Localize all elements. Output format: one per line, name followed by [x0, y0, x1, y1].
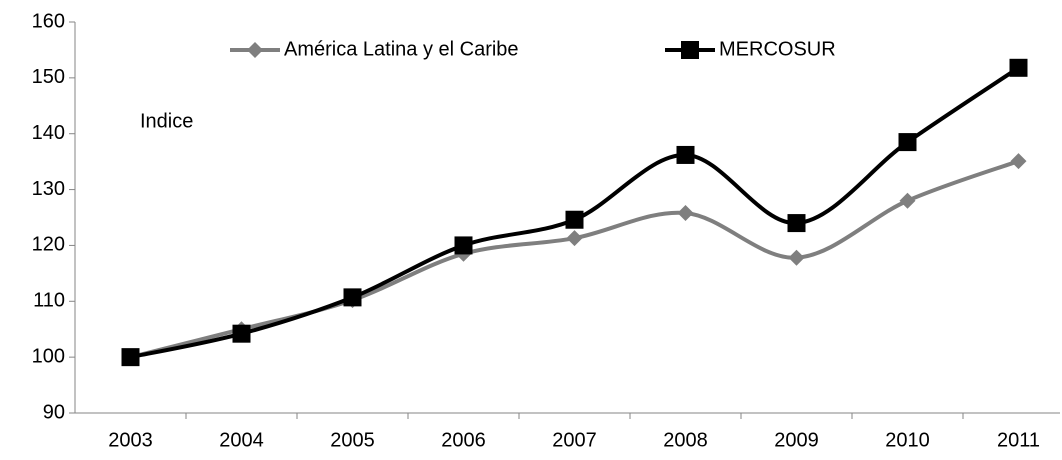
x-tick-label: 2005: [330, 429, 375, 451]
x-tick-label: 2011: [997, 429, 1040, 451]
x-tick-label: 2008: [663, 429, 708, 451]
data-point: [343, 288, 362, 307]
y-tick-label: 110: [33, 290, 65, 312]
data-point: [454, 236, 473, 255]
data-point: [788, 249, 805, 266]
y-tick-label: 90: [43, 401, 65, 423]
series-line: [130, 66, 1020, 360]
y-tick-label: 160: [32, 10, 65, 32]
legend-marker: [247, 42, 263, 58]
data-point: [232, 324, 251, 343]
data-point: [677, 205, 694, 222]
data-point: [121, 348, 140, 367]
annotation: Indice: [140, 110, 193, 132]
data-point: [899, 192, 916, 209]
data-point: [1009, 58, 1028, 77]
data-point: [1010, 153, 1027, 170]
data-point: [898, 133, 917, 152]
x-tick-label: 2004: [219, 429, 264, 451]
x-tick-label: 2006: [441, 429, 486, 451]
x-tick-label: 2007: [552, 429, 597, 451]
x-tick-label: 2009: [774, 429, 819, 451]
data-point: [676, 145, 695, 164]
data-point: [787, 214, 806, 233]
legend-label: MERCOSUR: [719, 38, 836, 60]
y-tick-label: 140: [32, 122, 65, 144]
legend-label: América Latina y el Caribe: [284, 38, 519, 60]
x-tick-label: 2003: [108, 429, 153, 451]
y-tick-label: 150: [32, 66, 65, 88]
data-point: [565, 210, 584, 229]
x-tick-label: 2010: [885, 429, 930, 451]
data-point: [566, 230, 583, 247]
legend-marker: [681, 41, 699, 59]
y-tick-label: 130: [32, 178, 65, 200]
y-tick-label: 120: [32, 234, 65, 256]
y-tick-label: 100: [32, 345, 65, 367]
